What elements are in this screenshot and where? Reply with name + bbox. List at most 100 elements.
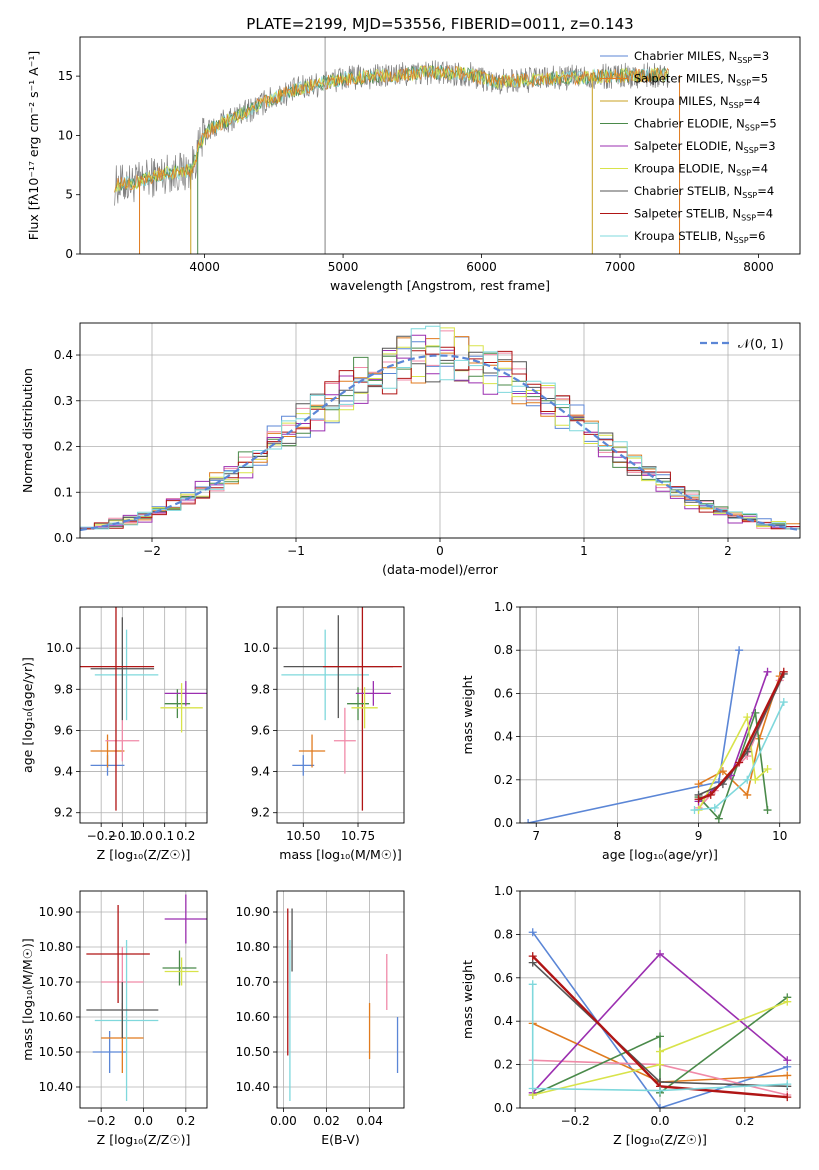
weight-marker [779, 698, 788, 707]
y-axis-label: Flux [fλ10⁻¹⁷ erg cm⁻² s⁻¹ A⁻¹] [26, 51, 41, 240]
y-tick-label: 9.4 [251, 765, 270, 779]
y-tick-label: 0.6 [494, 971, 513, 985]
axes-frame [519, 890, 801, 1109]
x-axis-label: Z [log₁₀(Z/Z☉)] [97, 847, 191, 862]
y-tick-label: 10.70 [236, 975, 270, 989]
x-tick-label: 7000 [605, 260, 636, 274]
axes-frame [276, 606, 405, 824]
weight-marker [783, 1056, 792, 1065]
y-tick-label: 10.0 [46, 641, 73, 655]
y-tick-label: 10.90 [236, 905, 270, 919]
weight-marker [763, 667, 772, 676]
y-tick-label: 10.0 [243, 641, 270, 655]
x-axis-label: Z [log₁₀(Z/Z☉)] [97, 1132, 191, 1147]
x-tick-label: 2 [724, 544, 732, 558]
x-tick-label: −0.1 [108, 829, 137, 843]
y-tick-label: 0.2 [494, 1058, 513, 1072]
panel-mass-vs-ebv: 0.00 0.02 0.04 10.40 10.50 10.60 10.70 10.80 10.… [236, 890, 405, 1147]
y-tick-label: 0.4 [54, 348, 73, 362]
weight-marker [706, 790, 715, 799]
x-tick-label: −0.2 [87, 1114, 116, 1128]
weight-marker [743, 713, 752, 722]
y-tick-label: 0.8 [494, 643, 513, 657]
y-tick-label: 10.40 [236, 1080, 270, 1094]
weight-line [697, 714, 769, 811]
x-axis-label: age [log₁₀(age/yr)] [602, 847, 718, 862]
figure-title: PLATE=2199, MJD=53556, FIBERID=0011, z=0… [246, 15, 633, 33]
x-axis-label: (data-model)/error [382, 562, 499, 577]
legend-entry: 𝒩(0, 1) [738, 336, 784, 351]
x-tick-label: 6000 [466, 260, 497, 274]
grid [80, 607, 207, 823]
y-tick-label: 5 [65, 188, 73, 202]
y-axis-label: mass weight [460, 960, 475, 1039]
panel-residuals: −2 −1 0 1 2 0.0 0.1 0.2 0.3 0.4 (data-model)/error… [20, 322, 801, 577]
y-tick-label: 10.80 [39, 940, 73, 954]
plot-area [528, 928, 792, 1108]
weight-marker [743, 790, 752, 799]
x-tick-label: 7 [532, 829, 540, 843]
legend-entry: Kroupa MILES, NSSP=4 [634, 94, 760, 110]
histogram-step [80, 325, 800, 530]
x-tick-label: 8000 [743, 260, 774, 274]
y-axis-label: age [log₁₀(age/yr)] [20, 657, 35, 773]
weight-marker [528, 1084, 537, 1093]
weight-marker [524, 819, 533, 823]
x-tick-label: 9 [695, 829, 703, 843]
legend-entry: Chabrier STELIB, NSSP=4 [634, 184, 774, 200]
x-tick-label: 4000 [189, 260, 220, 274]
y-tick-label: 0.4 [494, 1014, 513, 1028]
y-tick-label: 0.0 [494, 1101, 513, 1115]
legend-entry: Chabrier ELODIE, NSSP=5 [634, 117, 777, 133]
y-tick-label: 10.60 [39, 1010, 73, 1024]
y-tick-label: 9.8 [54, 682, 73, 696]
y-axis-label: mass [log₁₀(M/M☉)] [20, 938, 35, 1060]
gaussian-curve [80, 354, 800, 532]
axes-frame [79, 322, 801, 539]
y-tick-label: 10.50 [39, 1045, 73, 1059]
y-tick-label: 15 [58, 69, 73, 83]
legend-entry: Salpeter STELIB, NSSP=4 [634, 207, 773, 223]
y-tick-label: 0.8 [494, 927, 513, 941]
panel-weight-vs-age: 7 8 9 10 0.0 0.2 0.4 0.6 0.8 1.0 age [log₁₀(age/yr… [460, 600, 801, 862]
weight-marker [763, 806, 772, 815]
weight-marker [735, 758, 744, 767]
y-tick-label: 0.2 [494, 773, 513, 787]
axes-frame [79, 36, 801, 255]
weight-marker [528, 980, 537, 989]
panel-weight-vs-Z: −0.2 0.0 0.2 0.0 0.2 0.4 0.6 0.8 1.0 Z [log₁₀(Z/Z… [460, 884, 801, 1147]
panel-age-vs-mass: 10.50 10.75 9.2 9.4 9.6 9.8 10.0 mass [log₁₀(M/… [243, 606, 405, 862]
weight-marker [656, 1086, 664, 1095]
y-tick-label: 10.70 [39, 975, 73, 989]
y-tick-label: 9.8 [251, 682, 270, 696]
y-tick-label: 10.40 [39, 1080, 73, 1094]
x-axis-label: wavelength [Angstrom, rest frame] [330, 278, 550, 293]
y-tick-label: 1.0 [494, 600, 513, 614]
x-tick-label: 8 [614, 829, 622, 843]
y-tick-label: 9.2 [251, 806, 270, 820]
x-tick-label: 0.2 [176, 1114, 195, 1128]
weight-marker [783, 1071, 792, 1080]
plot-area [524, 646, 788, 823]
y-tick-label: 10.50 [236, 1045, 270, 1059]
weight-marker [783, 1093, 792, 1102]
x-tick-label: 5000 [328, 260, 359, 274]
weight-marker [714, 814, 723, 823]
x-tick-label: 1 [580, 544, 588, 558]
y-axis-label: Normed distribution [20, 368, 35, 493]
weight-marker [694, 795, 703, 804]
legend-entry: Kroupa ELODIE, NSSP=4 [634, 162, 768, 178]
y-tick-label: 0.0 [494, 816, 513, 830]
legend-entry: Salpeter MILES, NSSP=5 [634, 72, 768, 88]
x-tick-label: 0.00 [270, 1114, 297, 1128]
y-tick-label: 9.6 [54, 723, 73, 737]
weight-line [694, 701, 785, 811]
weight-marker [656, 1047, 664, 1056]
grid [277, 607, 404, 823]
y-tick-label: 1.0 [494, 884, 513, 898]
y-tick-label: 0.2 [54, 440, 73, 454]
x-tick-label: −0.2 [87, 829, 116, 843]
x-axis-label: E(B-V) [321, 1132, 360, 1147]
plot-area [86, 894, 207, 1101]
weight-marker [694, 780, 703, 789]
